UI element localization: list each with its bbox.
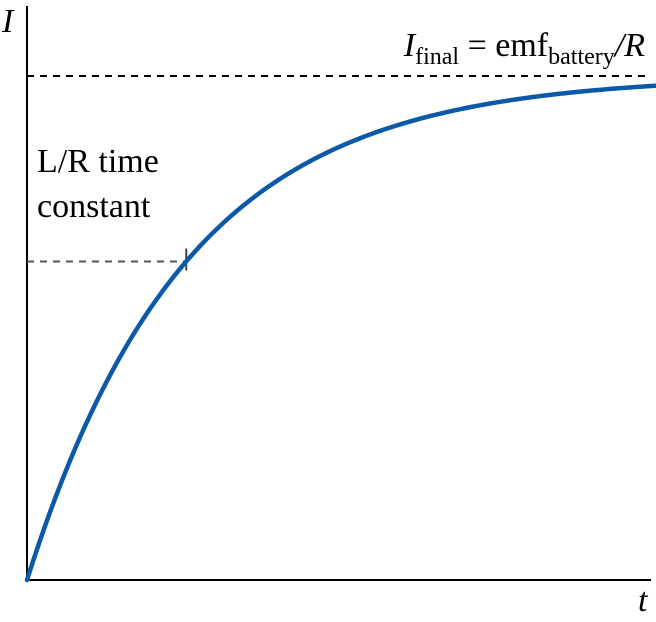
y-axis-label: I [1, 3, 15, 40]
asymptote-subscript2: battery [548, 44, 615, 70]
asymptote-symbol: I [403, 27, 417, 64]
time-constant-label-line2: constant [37, 188, 151, 225]
time-constant-label-line1: L/R time [37, 143, 159, 180]
series-layer [24, 83, 656, 583]
asymptote-label: Ifinal = emfbattery/R [403, 27, 645, 70]
asymptote-subscript: final [415, 44, 459, 70]
asymptote-equals: = emf [459, 27, 549, 64]
series-line-0 [24, 83, 656, 583]
asymptote-tail: /R [613, 27, 645, 64]
x-axis-label: t [638, 582, 649, 617]
